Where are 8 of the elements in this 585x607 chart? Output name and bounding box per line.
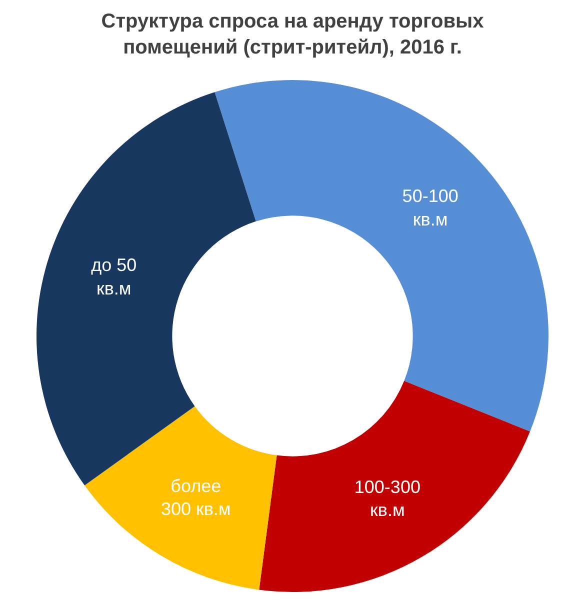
donut-slice: [84, 406, 277, 590]
donut-slice: [259, 380, 530, 592]
slice-label: более 300 кв.м: [160, 476, 231, 520]
slice-label: 100-300 кв.м: [354, 476, 420, 520]
slice-label: 50-100 кв.м: [402, 186, 458, 230]
donut-slice: [214, 80, 548, 432]
slice-label: до 50 кв.м: [91, 255, 137, 299]
chart-title: Структура спроса на аренду торговых помещений (стрит-ритейл), 2016 г.: [101, 10, 484, 58]
